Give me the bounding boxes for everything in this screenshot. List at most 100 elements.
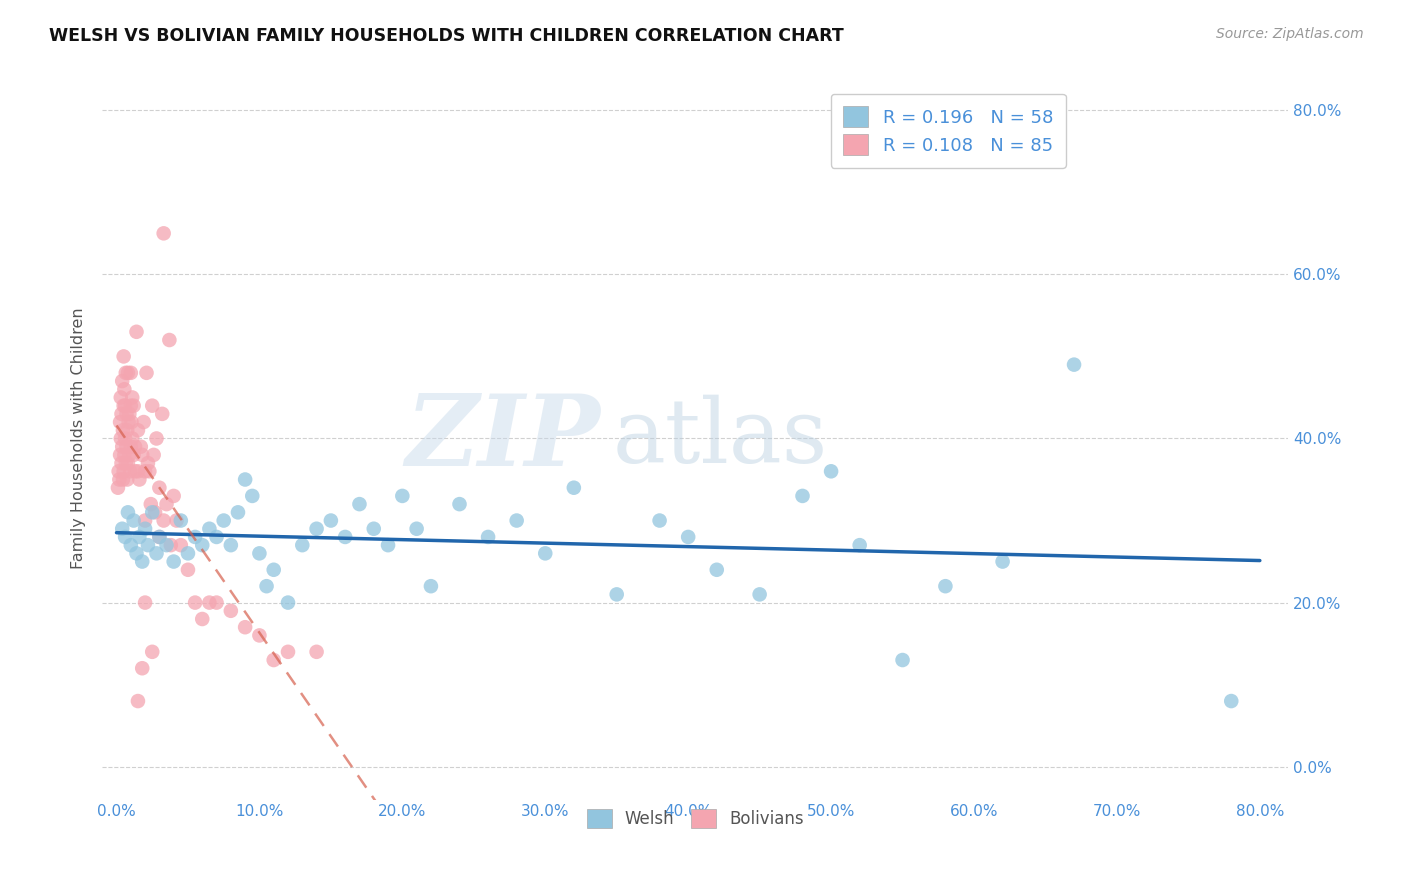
Point bbox=[184, 530, 207, 544]
Point bbox=[120, 366, 142, 380]
Point bbox=[141, 399, 163, 413]
Point bbox=[191, 612, 214, 626]
Point bbox=[377, 538, 399, 552]
Point bbox=[848, 538, 870, 552]
Text: atlas: atlas bbox=[612, 395, 828, 483]
Point bbox=[391, 489, 413, 503]
Point bbox=[748, 587, 770, 601]
Point bbox=[125, 546, 148, 560]
Point bbox=[134, 522, 156, 536]
Point bbox=[155, 497, 177, 511]
Point bbox=[112, 399, 135, 413]
Point bbox=[143, 505, 166, 519]
Point bbox=[606, 587, 628, 601]
Point bbox=[477, 530, 499, 544]
Point bbox=[134, 514, 156, 528]
Point bbox=[138, 464, 160, 478]
Point bbox=[110, 391, 132, 405]
Point bbox=[170, 514, 193, 528]
Point bbox=[128, 473, 150, 487]
Point bbox=[132, 415, 155, 429]
Point bbox=[233, 473, 256, 487]
Point bbox=[131, 661, 153, 675]
Point bbox=[131, 555, 153, 569]
Point bbox=[205, 596, 228, 610]
Point bbox=[333, 530, 356, 544]
Point bbox=[139, 497, 162, 511]
Point bbox=[148, 481, 170, 495]
Point bbox=[145, 546, 167, 560]
Point bbox=[134, 464, 156, 478]
Point bbox=[163, 555, 186, 569]
Point bbox=[114, 530, 136, 544]
Point bbox=[107, 481, 129, 495]
Text: ZIP: ZIP bbox=[405, 390, 600, 487]
Point bbox=[934, 579, 956, 593]
Point bbox=[170, 538, 193, 552]
Point bbox=[505, 514, 527, 528]
Point bbox=[1063, 358, 1085, 372]
Point bbox=[115, 473, 138, 487]
Point bbox=[291, 538, 314, 552]
Point bbox=[122, 448, 145, 462]
Point bbox=[177, 563, 200, 577]
Point bbox=[419, 579, 441, 593]
Point bbox=[127, 464, 149, 478]
Point bbox=[120, 399, 142, 413]
Point bbox=[157, 333, 180, 347]
Point bbox=[263, 653, 285, 667]
Point bbox=[112, 382, 135, 396]
Point bbox=[108, 415, 131, 429]
Point bbox=[121, 432, 143, 446]
Point bbox=[249, 546, 271, 560]
Point bbox=[177, 546, 200, 560]
Point bbox=[122, 514, 145, 528]
Point bbox=[111, 522, 134, 536]
Point bbox=[305, 645, 328, 659]
Point bbox=[120, 538, 142, 552]
Point bbox=[991, 555, 1014, 569]
Point bbox=[141, 645, 163, 659]
Point bbox=[319, 514, 342, 528]
Point bbox=[184, 596, 207, 610]
Y-axis label: Family Households with Children: Family Households with Children bbox=[72, 308, 86, 569]
Point bbox=[249, 628, 271, 642]
Point bbox=[127, 423, 149, 437]
Point bbox=[205, 530, 228, 544]
Point bbox=[142, 448, 165, 462]
Point bbox=[562, 481, 585, 495]
Point bbox=[112, 448, 135, 462]
Point bbox=[108, 473, 131, 487]
Point bbox=[166, 514, 188, 528]
Point bbox=[155, 538, 177, 552]
Point bbox=[114, 432, 136, 446]
Point bbox=[110, 407, 132, 421]
Point bbox=[198, 522, 221, 536]
Point bbox=[148, 530, 170, 544]
Point bbox=[121, 391, 143, 405]
Point bbox=[112, 464, 135, 478]
Point bbox=[150, 407, 173, 421]
Point bbox=[233, 620, 256, 634]
Point bbox=[110, 432, 132, 446]
Point bbox=[159, 538, 181, 552]
Point bbox=[534, 546, 557, 560]
Point bbox=[219, 538, 242, 552]
Point bbox=[136, 456, 159, 470]
Point bbox=[117, 366, 139, 380]
Point bbox=[212, 514, 235, 528]
Point bbox=[115, 440, 138, 454]
Point bbox=[111, 440, 134, 454]
Point bbox=[127, 694, 149, 708]
Point bbox=[363, 522, 385, 536]
Point bbox=[120, 440, 142, 454]
Point bbox=[134, 596, 156, 610]
Point bbox=[277, 596, 299, 610]
Point bbox=[118, 407, 141, 421]
Point bbox=[129, 440, 152, 454]
Point bbox=[112, 350, 135, 364]
Text: WELSH VS BOLIVIAN FAMILY HOUSEHOLDS WITH CHILDREN CORRELATION CHART: WELSH VS BOLIVIAN FAMILY HOUSEHOLDS WITH… bbox=[49, 27, 844, 45]
Point bbox=[115, 407, 138, 421]
Point bbox=[108, 448, 131, 462]
Point bbox=[277, 645, 299, 659]
